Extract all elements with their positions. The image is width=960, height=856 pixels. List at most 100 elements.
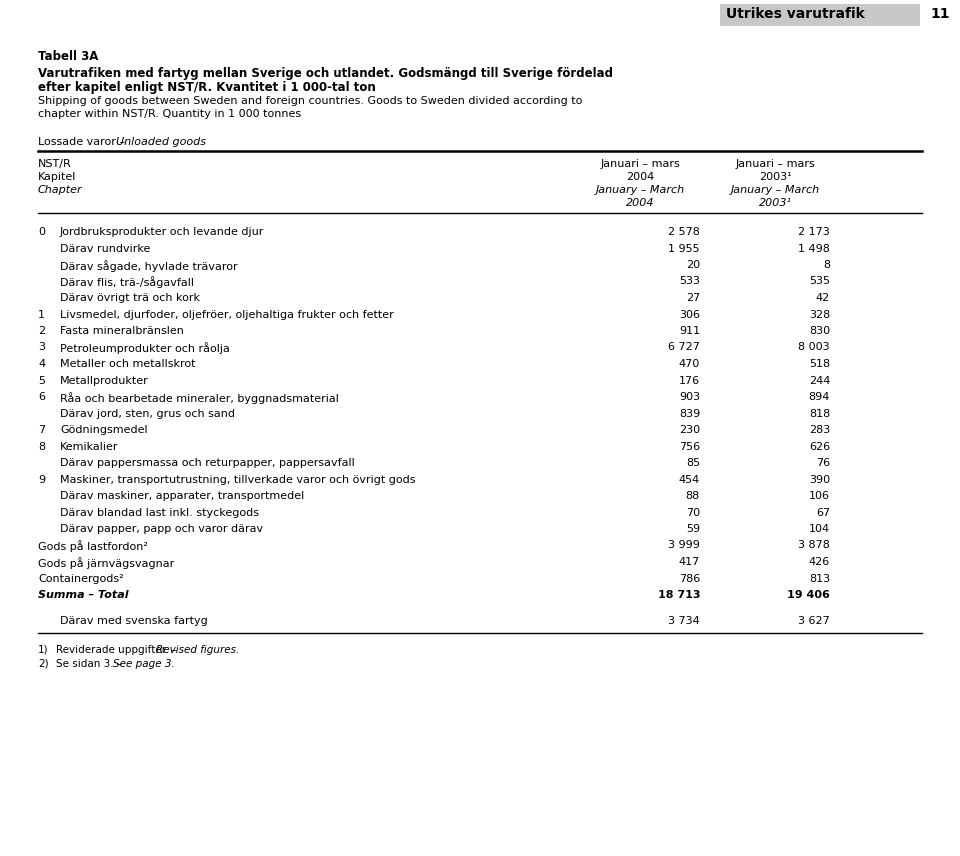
Text: 454: 454 [679, 474, 700, 484]
Text: 230: 230 [679, 425, 700, 435]
Text: 2004: 2004 [626, 198, 655, 208]
Text: 8: 8 [823, 260, 830, 270]
Text: Därav jord, sten, grus och sand: Därav jord, sten, grus och sand [60, 408, 235, 419]
Text: Petroleumprodukter och råolja: Petroleumprodukter och råolja [60, 342, 229, 354]
Text: 1): 1) [38, 645, 49, 655]
Text: Gods på lastfordon²: Gods på lastfordon² [38, 540, 148, 552]
Text: 518: 518 [809, 359, 830, 369]
Text: 756: 756 [679, 442, 700, 451]
Text: Därav blandad last inkl. styckegods: Därav blandad last inkl. styckegods [60, 508, 259, 518]
Text: Därav rundvirke: Därav rundvirke [60, 243, 151, 253]
Text: Shipping of goods between Sweden and foreign countries. Goods to Sweden divided : Shipping of goods between Sweden and for… [38, 96, 583, 106]
Text: 830: 830 [809, 326, 830, 336]
Text: Metallprodukter: Metallprodukter [60, 376, 149, 385]
Text: 3: 3 [38, 342, 45, 353]
Text: 3 627: 3 627 [799, 616, 830, 627]
Text: Januari – mars: Januari – mars [600, 159, 680, 169]
Text: 76: 76 [816, 458, 830, 468]
Text: Summa – Total: Summa – Total [38, 590, 129, 600]
Text: Råa och bearbetade mineraler, byggnadsmaterial: Råa och bearbetade mineraler, byggnadsma… [60, 392, 339, 404]
Text: Lossade varor –: Lossade varor – [38, 137, 129, 147]
Text: Gödningsmedel: Gödningsmedel [60, 425, 148, 435]
Text: See page 3.: See page 3. [113, 659, 175, 669]
Text: Därav flis, trä-/sågavfall: Därav flis, trä-/sågavfall [60, 276, 194, 288]
Text: 3 999: 3 999 [668, 540, 700, 550]
Text: Kapitel: Kapitel [38, 172, 77, 182]
Text: 390: 390 [809, 474, 830, 484]
Text: Reviderade uppgifter. –: Reviderade uppgifter. – [56, 645, 180, 655]
Text: Maskiner, transportutrustning, tillverkade varor och övrigt gods: Maskiner, transportutrustning, tillverka… [60, 474, 416, 484]
Text: 8 003: 8 003 [799, 342, 830, 353]
Text: 104: 104 [809, 524, 830, 534]
Text: Containergods²: Containergods² [38, 574, 124, 584]
Text: 27: 27 [685, 293, 700, 303]
Text: Se sidan 3. –: Se sidan 3. – [56, 659, 126, 669]
Text: 176: 176 [679, 376, 700, 385]
Text: Fasta mineralbränslen: Fasta mineralbränslen [60, 326, 184, 336]
Text: Metaller och metallskrot: Metaller och metallskrot [60, 359, 196, 369]
Text: 1 955: 1 955 [668, 243, 700, 253]
Text: 2003¹: 2003¹ [758, 198, 791, 208]
Text: 2003¹: 2003¹ [758, 172, 791, 182]
Text: 0: 0 [38, 227, 45, 237]
Text: 470: 470 [679, 359, 700, 369]
Text: 2: 2 [38, 326, 45, 336]
Text: 9: 9 [38, 474, 45, 484]
Text: Därav med svenska fartyg: Därav med svenska fartyg [60, 616, 207, 627]
Text: 70: 70 [685, 508, 700, 518]
Text: 67: 67 [816, 508, 830, 518]
Text: 283: 283 [808, 425, 830, 435]
Text: 813: 813 [809, 574, 830, 584]
Text: 5: 5 [38, 376, 45, 385]
Text: 2004: 2004 [626, 172, 654, 182]
Text: Utrikes varutrafik: Utrikes varutrafik [726, 7, 865, 21]
Text: Kemikalier: Kemikalier [60, 442, 118, 451]
Text: Därav papper, papp och varor därav: Därav papper, papp och varor därav [60, 524, 263, 534]
Text: 18 713: 18 713 [658, 590, 700, 600]
Text: Därav övrigt trä och kork: Därav övrigt trä och kork [60, 293, 200, 303]
Text: 903: 903 [679, 392, 700, 402]
Text: 6: 6 [38, 392, 45, 402]
Text: NST/R: NST/R [38, 159, 72, 169]
Text: Revised figures.: Revised figures. [156, 645, 239, 655]
Text: 626: 626 [809, 442, 830, 451]
Text: 818: 818 [808, 408, 830, 419]
Text: 59: 59 [685, 524, 700, 534]
Text: 533: 533 [679, 276, 700, 287]
Text: Därav maskiner, apparater, transportmedel: Därav maskiner, apparater, transportmede… [60, 491, 304, 501]
Bar [720, 4, 920, 26]
Text: chapter within NST/R. Quantity in 1 000 tonnes: chapter within NST/R. Quantity in 1 000 … [38, 109, 301, 119]
Text: 6 727: 6 727 [668, 342, 700, 353]
Text: Varutrafiken med fartyg mellan Sverige och utlandet. Godsmängd till Sverige förd: Varutrafiken med fartyg mellan Sverige o… [38, 67, 613, 80]
Text: Därav pappersmassa och returpapper, pappersavfall: Därav pappersmassa och returpapper, papp… [60, 458, 355, 468]
Text: 911: 911 [679, 326, 700, 336]
Text: 85: 85 [685, 458, 700, 468]
Text: 2): 2) [38, 659, 49, 669]
Text: 426: 426 [808, 557, 830, 567]
Text: Chapter: Chapter [38, 185, 83, 195]
Text: 306: 306 [679, 310, 700, 319]
Text: 7: 7 [38, 425, 45, 435]
Text: 328: 328 [808, 310, 830, 319]
Text: 894: 894 [808, 392, 830, 402]
Text: Livsmedel, djurfoder, oljefröer, oljehaltiga frukter och fetter: Livsmedel, djurfoder, oljefröer, oljehal… [60, 310, 394, 319]
Text: 3 878: 3 878 [798, 540, 830, 550]
Text: 244: 244 [808, 376, 830, 385]
Text: 8: 8 [38, 442, 45, 451]
Text: 4: 4 [38, 359, 45, 369]
Text: Jordbruksprodukter och levande djur: Jordbruksprodukter och levande djur [60, 227, 264, 237]
Text: 786: 786 [679, 574, 700, 584]
Text: 3 734: 3 734 [668, 616, 700, 627]
Text: 1: 1 [38, 310, 45, 319]
Text: 2 578: 2 578 [668, 227, 700, 237]
Text: Därav sågade, hyvlade trävaror: Därav sågade, hyvlade trävaror [60, 260, 238, 272]
Text: 106: 106 [809, 491, 830, 501]
Text: 19 406: 19 406 [787, 590, 830, 600]
Text: 535: 535 [809, 276, 830, 287]
Text: efter kapitel enligt NST/R. Kvantitet i 1 000-tal ton: efter kapitel enligt NST/R. Kvantitet i … [38, 81, 375, 94]
Text: 417: 417 [679, 557, 700, 567]
Text: January – March: January – March [595, 185, 684, 195]
Text: Gods på järnvägsvagnar: Gods på järnvägsvagnar [38, 557, 175, 569]
Text: 88: 88 [685, 491, 700, 501]
Text: Tabell 3A: Tabell 3A [38, 50, 98, 63]
